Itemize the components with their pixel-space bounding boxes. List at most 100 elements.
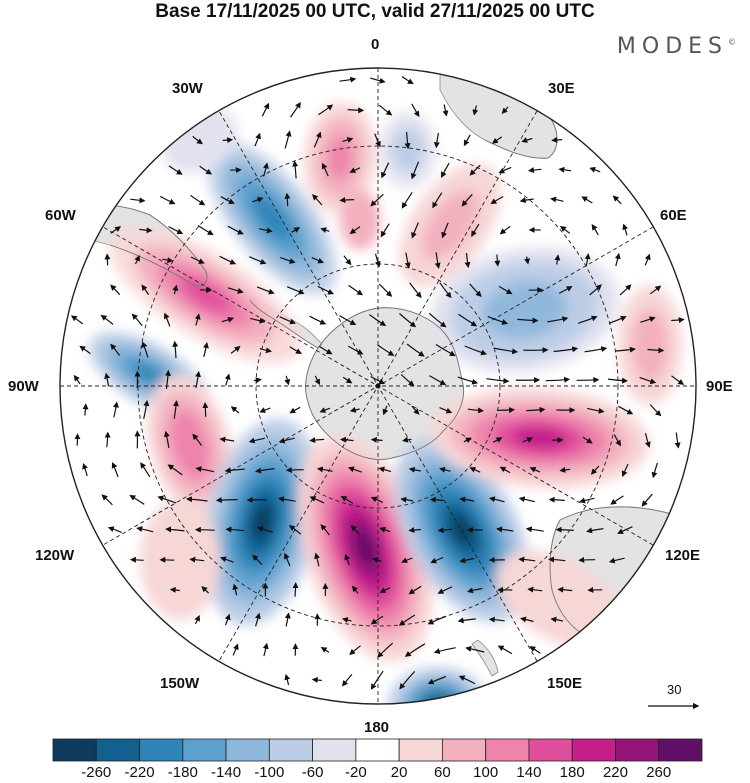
wind-vector-arrow: [73, 374, 81, 385]
wind-vector-arrow: [343, 255, 352, 266]
wind-vector-arrow: [173, 400, 179, 419]
wind-vector-arrow: [194, 615, 200, 625]
colorbar-tick-label: 180: [559, 764, 585, 781]
wind-vector-arrow: [349, 406, 360, 413]
wind-vector-arrow: [165, 526, 185, 533]
wind-vector-arrow: [194, 313, 201, 326]
colorbar-swatch: [95, 738, 140, 762]
colorbar-swatch: [225, 738, 270, 762]
wind-vector-arrow: [253, 377, 262, 384]
wind-vector-arrow: [406, 343, 425, 357]
wind-vector-arrow: [100, 314, 114, 325]
colorbar-swatch: [52, 738, 97, 762]
wind-vector-arrow: [582, 436, 593, 444]
wind-vector-arrow: [576, 377, 600, 384]
wind-vector-arrow: [163, 430, 170, 449]
wind-vector-arrow: [442, 104, 449, 117]
colorbar-tick-label: 260: [646, 764, 672, 781]
lon-label-90e: 90E: [706, 378, 733, 395]
wind-vector-arrow: [459, 557, 475, 564]
lon-label-90w: 90W: [8, 378, 39, 395]
wind-vector-arrow: [401, 191, 413, 209]
wind-vector-arrow: [314, 552, 320, 567]
wind-vector-arrow: [262, 162, 269, 177]
wind-vector-arrow: [411, 405, 420, 415]
wind-vector-arrow: [374, 133, 381, 148]
wind-vector-arrow: [370, 77, 386, 84]
wind-vector-arrow: [465, 645, 485, 653]
wind-vector-arrow: [349, 167, 361, 173]
wind-vector-arrow: [551, 136, 563, 143]
wind-vector-arrow: [289, 346, 302, 354]
wind-vector-arrow: [136, 526, 154, 533]
wind-vector-arrow: [644, 253, 651, 266]
wind-vector-arrow: [467, 407, 484, 414]
wind-vector-arrow: [545, 376, 571, 383]
wind-vector-arrow: [441, 222, 449, 239]
wind-vector-arrow: [379, 526, 391, 533]
wind-vector-arrow: [608, 315, 627, 324]
wind-vector-arrow: [428, 312, 447, 328]
wind-vector-arrow: [464, 252, 471, 269]
wind-vector-arrow: [372, 557, 382, 563]
wind-vector-arrow: [457, 617, 476, 624]
wind-vector-arrow: [194, 526, 215, 533]
wind-vector-arrow: [221, 316, 235, 323]
wind-vector-arrow: [554, 254, 561, 265]
colorbar-swatch: [571, 738, 616, 762]
wind-vector-arrow: [578, 556, 596, 563]
wind-vector-arrow: [82, 462, 88, 477]
wind-vector-arrow: [404, 131, 411, 150]
wind-vector-arrow: [309, 496, 325, 504]
wind-vector-arrow: [558, 285, 573, 294]
wind-vector-arrow: [259, 347, 272, 354]
wind-vector-arrow: [610, 495, 624, 505]
colorbar-tick-label: -60: [301, 764, 324, 781]
wind-vector-arrow: [255, 612, 261, 627]
wind-vector-arrow: [608, 557, 625, 564]
wind-vector-arrow: [318, 345, 333, 355]
wind-vector-arrow: [641, 493, 653, 507]
wind-vector-arrow: [439, 407, 453, 414]
wind-vector-arrow: [172, 340, 179, 359]
wind-vector-arrow: [195, 370, 202, 389]
wind-vector-arrow: [618, 405, 634, 415]
wind-vector-arrow: [377, 642, 394, 658]
wind-vector-arrow: [141, 284, 150, 295]
wind-vector-arrow: [550, 196, 564, 203]
wind-vector-arrow: [348, 284, 364, 296]
map-boundary: [59, 67, 697, 705]
colorbar-swatch: [182, 738, 227, 762]
wind-vector-arrow: [319, 407, 331, 413]
wind-vector-arrow: [279, 316, 297, 325]
wind-vector-arrow: [230, 345, 241, 354]
wind-vector-arrow: [79, 345, 91, 355]
wind-vector-arrow: [224, 613, 231, 626]
wind-vector-arrow: [427, 615, 447, 625]
wind-vector-arrow: [292, 160, 299, 179]
wind-vector-arrow: [192, 433, 203, 446]
wind-vector-arrow: [344, 553, 351, 566]
wind-vector-arrow: [558, 166, 572, 173]
wind-vector-arrow: [215, 497, 238, 504]
wind-vector-arrow: [104, 372, 111, 387]
wind-vector-arrow: [134, 255, 140, 265]
wind-vector-arrow: [429, 375, 447, 385]
wind-vector-arrow: [110, 284, 121, 296]
wind-vector-arrow: [527, 586, 543, 593]
wind-vector-arrow: [408, 585, 422, 595]
wind-vector-arrow: [408, 466, 421, 473]
colorbar-swatch: [485, 738, 530, 762]
wind-vector-arrow: [339, 315, 357, 325]
wind-vector-arrow: [459, 496, 475, 503]
wind-vector-arrow: [621, 463, 629, 478]
wind-vector-arrow: [192, 135, 203, 145]
wind-vector-arrow: [370, 193, 384, 207]
wind-vector-arrow: [129, 556, 144, 563]
wind-vector-arrow: [291, 227, 300, 233]
wind-vector-arrow: [110, 343, 121, 356]
wind-vector-arrow: [617, 526, 633, 534]
wind-vector-arrow: [351, 585, 359, 594]
colorbar-tick-label: 140: [516, 764, 542, 781]
colorbar-tick-label: -220: [124, 764, 155, 781]
